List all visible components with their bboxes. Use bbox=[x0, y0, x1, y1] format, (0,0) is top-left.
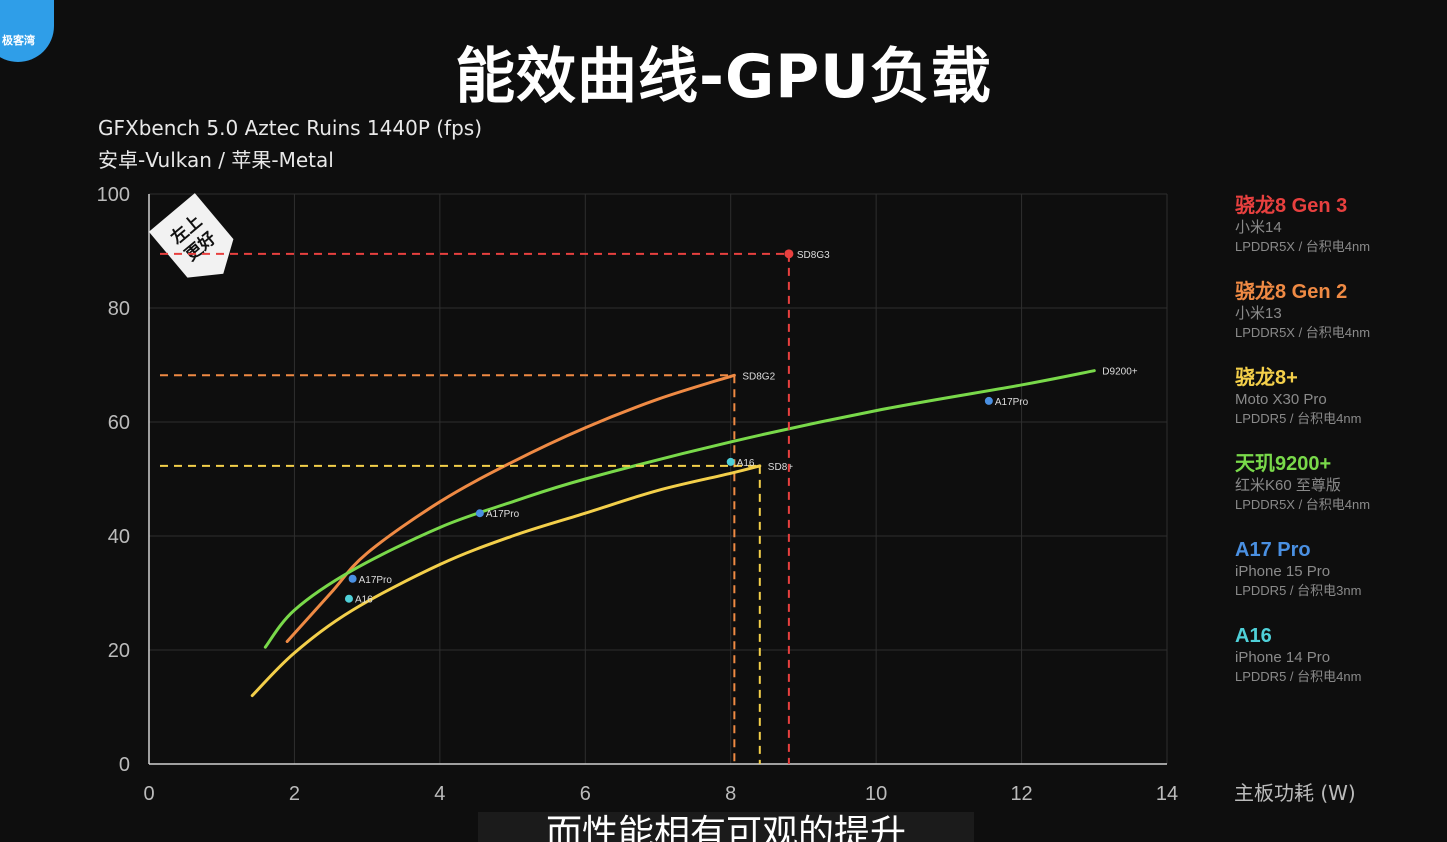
series-line bbox=[285, 373, 736, 643]
series-end-label: SD8+ bbox=[768, 462, 793, 473]
legend-item: 骁龙8 Gen 2 小米13 LPDDR5X / 台积电4nm bbox=[1235, 280, 1370, 342]
legend-device: iPhone 14 Pro bbox=[1235, 649, 1331, 666]
badge-shape bbox=[148, 193, 234, 278]
legend-item: 天玑9200+ 红米K60 至尊版 LPDDR5X / 台积电4nm bbox=[1235, 452, 1370, 514]
x-tick-label: 12 bbox=[1010, 783, 1032, 805]
legend-memory: LPDDR5 / 台积电4nm bbox=[1235, 669, 1362, 684]
data-point-label: A16 bbox=[355, 595, 373, 606]
x-tick-label: 0 bbox=[143, 783, 154, 805]
legend-device: Moto X30 Pro bbox=[1235, 391, 1327, 408]
data-point bbox=[475, 509, 484, 518]
logo-text: 极客湾 bbox=[2, 34, 35, 47]
y-tick-label: 60 bbox=[108, 412, 130, 434]
legend-item: A16 iPhone 14 Pro LPDDR5 / 台积电4nm bbox=[1235, 624, 1361, 686]
legend-chip-name: A16 bbox=[1235, 625, 1272, 647]
series-line bbox=[263, 369, 1096, 649]
legend-chip-name: 骁龙8 Gen 3 bbox=[1235, 195, 1348, 217]
data-point-label: A17Pro bbox=[359, 575, 393, 586]
data-point bbox=[344, 594, 353, 603]
x-axis-label: 主板功耗 (W) bbox=[1234, 781, 1356, 805]
x-tick-label: 6 bbox=[580, 783, 591, 805]
legend-device: 小米13 bbox=[1235, 305, 1282, 322]
chart-subtitle-benchmark: GFXbench 5.0 Aztec Ruins 1440P (fps) bbox=[98, 116, 483, 140]
legend-memory: LPDDR5 / 台积电4nm bbox=[1235, 411, 1362, 426]
legend-memory: LPDDR5X / 台积电4nm bbox=[1235, 239, 1371, 254]
legend-device: iPhone 15 Pro bbox=[1235, 563, 1331, 580]
legend-device: 小米14 bbox=[1235, 219, 1282, 236]
x-tick-label: 14 bbox=[1156, 783, 1178, 805]
x-tick-label: 2 bbox=[289, 783, 300, 805]
series-end-label: SD8G3 bbox=[797, 250, 830, 261]
y-tick-label: 20 bbox=[108, 640, 130, 662]
data-point bbox=[348, 574, 357, 583]
legend-chip-name: 骁龙8 Gen 2 bbox=[1235, 281, 1348, 303]
data-point-label: A17Pro bbox=[995, 397, 1029, 408]
legend-chip-name: A17 Pro bbox=[1235, 539, 1311, 561]
series-end-label: SD8G2 bbox=[742, 371, 775, 382]
legend-memory: LPDDR5 / 台积电3nm bbox=[1235, 583, 1362, 598]
series-point bbox=[784, 249, 794, 259]
y-tick-label: 40 bbox=[108, 526, 130, 548]
x-tick-label: 4 bbox=[434, 783, 445, 805]
series-end-label: D9200+ bbox=[1102, 367, 1137, 378]
y-tick-label: 80 bbox=[108, 298, 130, 320]
data-point-label: A16 bbox=[737, 458, 755, 469]
legend-chip-name: 天玑9200+ bbox=[1235, 453, 1332, 475]
data-point bbox=[726, 457, 735, 466]
legend-chip-name: 骁龙8+ bbox=[1235, 367, 1298, 389]
legend-item: 骁龙8+ Moto X30 Pro LPDDR5 / 台积电4nm bbox=[1235, 366, 1361, 428]
legend-device: 红米K60 至尊版 bbox=[1235, 477, 1341, 494]
data-point-label: A17Pro bbox=[486, 509, 520, 520]
legend-item: A17 Pro iPhone 15 Pro LPDDR5 / 台积电3nm bbox=[1235, 538, 1361, 600]
x-tick-label: 8 bbox=[725, 783, 736, 805]
logo: 极客湾 bbox=[0, 0, 54, 62]
chart-subtitle-api: 安卓-Vulkan / 苹果-Metal bbox=[98, 148, 334, 172]
legend-memory: LPDDR5X / 台积电4nm bbox=[1235, 325, 1371, 340]
subtitle-caption: 而性能相有可观的提升 bbox=[478, 812, 974, 842]
legend-item: 骁龙8 Gen 3 小米14 LPDDR5X / 台积电4nm bbox=[1235, 194, 1370, 256]
page-title: 能效曲线-GPU负载 bbox=[455, 42, 992, 112]
data-point bbox=[984, 396, 993, 405]
series-line bbox=[250, 464, 762, 698]
x-tick-label: 10 bbox=[865, 783, 887, 805]
legend-memory: LPDDR5X / 台积电4nm bbox=[1235, 497, 1371, 512]
y-tick-label: 0 bbox=[119, 754, 130, 776]
y-tick-label: 100 bbox=[97, 184, 130, 206]
